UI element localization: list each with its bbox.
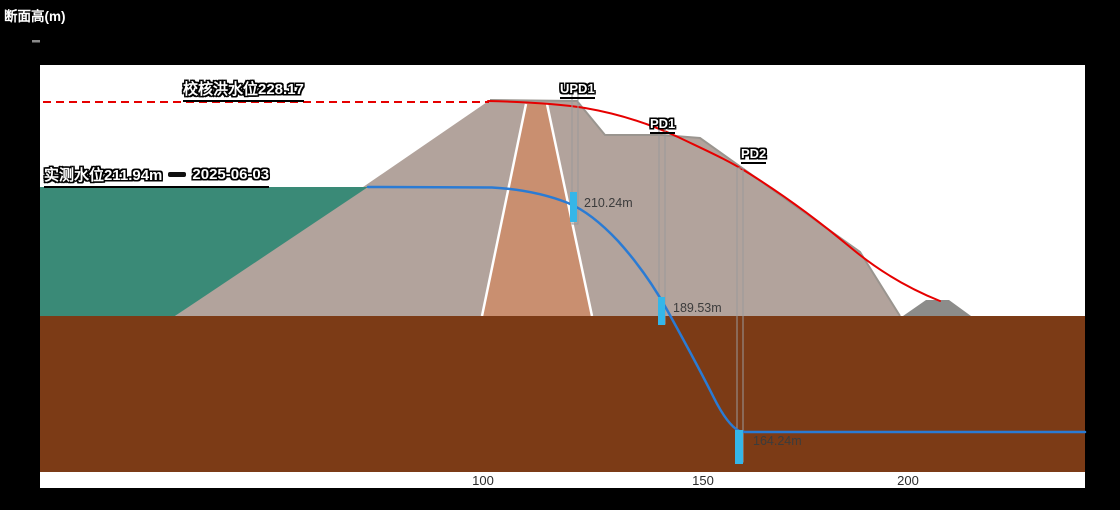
x-axis-tick-100: 100: [472, 473, 494, 488]
y-axis-title: 断面高(m): [4, 9, 66, 24]
piezometer-label-pd1: PD1: [650, 116, 676, 134]
core-wall-shape: [482, 104, 592, 316]
water-level-marker-pd2: [735, 430, 743, 464]
water-level-marker-pd1: [658, 297, 665, 325]
bottom-margin-bar: [0, 488, 1120, 510]
core-wall-right-edge: [545, 103, 594, 317]
x-axis-tick-150: 150: [692, 473, 714, 488]
y-axis-tick: [32, 40, 40, 43]
measured-level-label: 实测水位211.94m 2025-06-03: [44, 164, 270, 188]
piezometer-reading-pd2: 164.24m: [753, 434, 802, 448]
x-axis-tick-200: 200: [897, 473, 919, 488]
toe-drain-shape: [903, 300, 971, 316]
downstream-slope-edge: [489, 99, 901, 317]
water-level-marker-upd1: [570, 192, 577, 222]
piezometer-reading-pd1: 189.53m: [673, 301, 722, 315]
flood-phreatic-curve: [487, 100, 941, 302]
piezometer-label-pd2: PD2: [741, 146, 767, 164]
measured-level-date: 2025-06-03: [192, 166, 270, 183]
core-wall-left-edge: [480, 103, 528, 317]
piezometer-tube-upd1: [571, 91, 579, 225]
foundation-shape: [40, 316, 1085, 472]
measured-level-text: 实测水位211.94m: [44, 167, 163, 184]
legend-dash-icon: [168, 172, 187, 177]
flood-level-text: 校核洪水位228.17: [183, 78, 304, 102]
piezometer-reading-upd1: 210.24m: [584, 196, 633, 210]
piezometer-label-upd1: UPD1: [560, 81, 595, 99]
measured-phreatic-curve: [366, 185, 1087, 434]
flood-level-label: 校核洪水位228.17: [183, 78, 304, 102]
reservoir-water-shape: [40, 187, 368, 316]
